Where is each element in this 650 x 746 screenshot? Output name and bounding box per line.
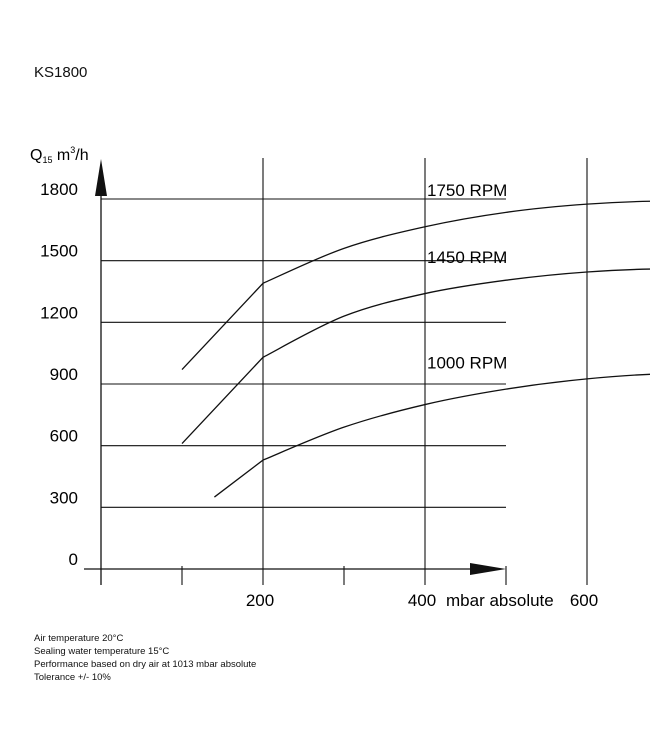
note-sealing-water: Sealing water temperature 15°C [34, 646, 170, 657]
axes [84, 159, 507, 585]
y-axis-arrow [95, 159, 107, 196]
series-label-0: 1750 RPM [427, 181, 507, 200]
note-air-temperature: Air temperature 20°C [34, 633, 124, 644]
ytick-label-1500: 1500 [40, 242, 78, 261]
note-tolerance: Tolerance +/- 10% [34, 672, 111, 683]
ytick-label-900: 900 [50, 365, 78, 384]
ytick-label-300: 300 [50, 488, 78, 507]
ytick-label-0: 0 [69, 550, 78, 569]
xtick-label-200: 200 [246, 591, 274, 610]
x-axis-label: mbar absolute [446, 591, 554, 610]
ytick-label-600: 600 [50, 427, 78, 446]
ytick-label-1800: 1800 [40, 180, 78, 199]
notes: Air temperature 20°C Sealing water tempe… [34, 632, 256, 684]
chart-labels: 03006009001200150018002004006008001750 R… [40, 180, 598, 610]
xtick-label-600: 600 [570, 591, 598, 610]
series-label-2: 1000 RPM [427, 354, 507, 373]
y-axis-label: Q15 m3/h [30, 145, 89, 165]
x-axis-arrow [470, 563, 506, 575]
series-line-2 [214, 373, 650, 498]
ytick-label-1200: 1200 [40, 303, 78, 322]
series-label-1: 1450 RPM [427, 248, 507, 267]
model-title: KS1800 [34, 64, 88, 81]
series-line-1 [181, 268, 650, 445]
series-lines [181, 200, 650, 498]
note-performance-basis: Performance based on dry air at 1013 mba… [34, 659, 257, 670]
xtick-label-400: 400 [408, 591, 436, 610]
grid [101, 158, 588, 585]
series-line-0 [181, 200, 650, 371]
